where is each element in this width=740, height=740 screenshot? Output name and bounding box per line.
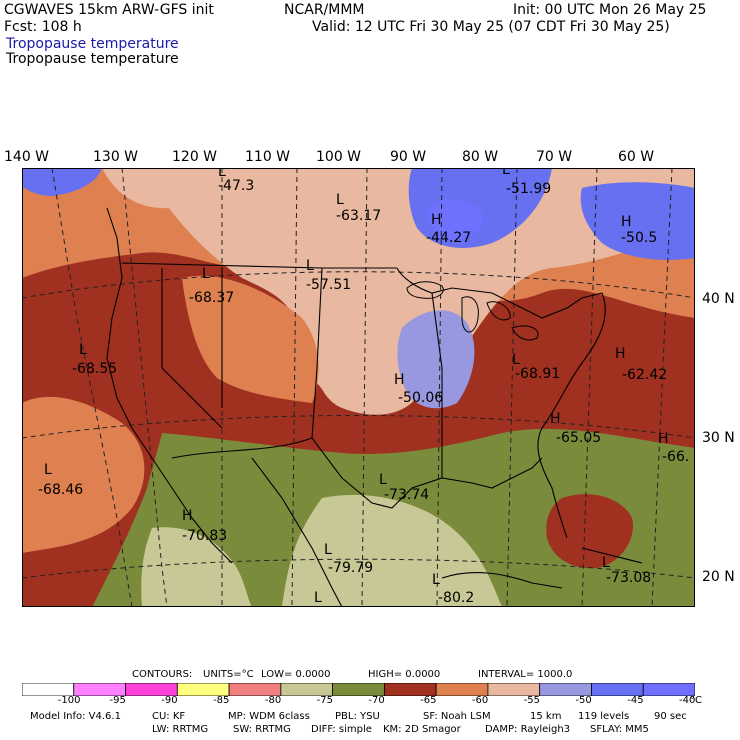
- extremum-value: -51.99: [506, 181, 551, 197]
- lon-label-70w: 70 W: [536, 149, 573, 165]
- extremum-value: -68.46: [38, 482, 83, 498]
- extremum-value: -63.17: [336, 208, 381, 224]
- footer-line2: LW: RRTMG SW: RRTMG DIFF: simple KM: 2D …: [0, 724, 740, 736]
- colorbar-tick-label: -60: [471, 695, 489, 706]
- svg-text:L: L: [218, 168, 226, 180]
- extremum-value: -68.55: [72, 361, 117, 377]
- colorbar-tick-label: -75: [316, 695, 333, 706]
- svg-text:H: H: [615, 346, 626, 362]
- lon-label-80w: 80 W: [462, 149, 499, 165]
- extremum-value: -50.5: [621, 230, 657, 246]
- diff-info: DIFF: simple: [311, 724, 372, 735]
- lat-label-20n: 20 N: [702, 569, 735, 585]
- lon-label-120w: 120 W: [172, 149, 218, 165]
- colorbar-tick-label: -55: [523, 695, 541, 706]
- field-title-blue: Tropopause temperature: [6, 36, 179, 52]
- svg-text:H: H: [621, 214, 632, 230]
- extremum-value: -65.05: [556, 430, 601, 446]
- colorbar-tick-label: -65: [420, 695, 437, 706]
- valid-time: Valid: 12 UTC Fri 30 May 25 (07 CDT Fri …: [312, 19, 670, 35]
- cu-info: CU: KF: [152, 711, 186, 722]
- tropopause-temperature-map: L -47.3 L -63.17 L -51.99 H -44.27 H -50.5 L-…: [21, 162, 696, 608]
- lon-label-90w: 90 W: [390, 149, 427, 165]
- svg-text:L: L: [44, 462, 52, 478]
- init-time: Init: 00 UTC Mon 26 May 25: [513, 2, 707, 18]
- svg-text:H: H: [394, 372, 405, 388]
- levels-info: 119 levels: [578, 711, 630, 722]
- svg-text:L: L: [314, 590, 322, 606]
- extremum-value: -44.27: [426, 230, 471, 246]
- center-name: NCAR/MMM: [284, 2, 365, 18]
- svg-text:L: L: [379, 472, 387, 488]
- model-title: CGWAVES 15km ARW-GFS init: [4, 2, 214, 18]
- km-info: KM: 2D Smagor: [383, 724, 461, 735]
- timestep-info: 90 sec: [654, 711, 687, 722]
- extremum-value: -66.: [662, 449, 689, 465]
- lon-label-110w: 110 W: [245, 149, 291, 165]
- sf-info: SF: Noah LSM: [423, 711, 491, 722]
- svg-text:L: L: [432, 572, 440, 588]
- interval-label: INTERVAL= 1000.0: [478, 669, 573, 680]
- footer-line1: Model Info: V4.6.1 CU: KF MP: WDM 6class…: [0, 711, 740, 723]
- lat-label-30n: 30 N: [702, 430, 735, 446]
- svg-text:L: L: [306, 258, 314, 274]
- resolution-info: 15 km: [530, 711, 562, 722]
- svg-text:L: L: [79, 342, 87, 358]
- units-label: UNITS=°C: [203, 669, 254, 680]
- extremum-value: -68.37: [189, 290, 234, 306]
- extremum-value: -73.08: [606, 570, 651, 586]
- colorbar-tick-label: -90: [161, 695, 178, 706]
- colorbar: [21, 681, 696, 697]
- svg-text:H: H: [431, 212, 442, 228]
- mp-info: MP: WDM 6class: [228, 711, 310, 722]
- svg-text:H: H: [658, 431, 669, 447]
- extremum-value: -50.06: [398, 390, 443, 406]
- low-label: LOW= 0.0000: [261, 669, 331, 680]
- field-title-black: Tropopause temperature: [6, 51, 179, 67]
- lon-label-100w: 100 W: [316, 149, 362, 165]
- svg-text:L: L: [512, 352, 520, 368]
- extremum-value: -68.91: [515, 366, 560, 382]
- colorbar-tick-label: -40: [679, 695, 696, 706]
- svg-text:L: L: [202, 266, 210, 282]
- contours-label: CONTOURS:: [132, 669, 193, 680]
- colorbar-tick-label: -45: [627, 695, 644, 706]
- colorbar-tick-label: -80: [264, 695, 282, 706]
- forecast-hour: Fcst: 108 h: [4, 19, 82, 35]
- svg-text:L: L: [502, 168, 510, 178]
- extremum-value: -73.74: [384, 487, 429, 503]
- extremum-value: -79.79: [328, 560, 373, 576]
- colorbar-labels: -100 -95 -90 -85 -80 -75 -70 -65 -60 -55 -50 -45 -40…: [22, 695, 712, 707]
- model-info: Model Info: V4.6.1: [30, 711, 121, 722]
- colorbar-tick-label: -95: [109, 695, 126, 706]
- colorbar-tick-label: -100: [57, 695, 81, 706]
- colorbar-tick-label: -70: [368, 695, 385, 706]
- lon-label-130w: 130 W: [93, 149, 139, 165]
- lw-info: LW: RRTMG: [152, 724, 209, 735]
- svg-text:H: H: [182, 508, 193, 524]
- svg-text:L: L: [602, 555, 610, 571]
- svg-text:H: H: [550, 411, 561, 427]
- svg-text:L: L: [324, 542, 332, 558]
- sflay-info: SFLAY: MM5: [590, 724, 649, 735]
- pbl-info: PBL: YSU: [335, 711, 380, 722]
- extremum-value: -70.83: [182, 528, 227, 544]
- sw-info: SW: RRTMG: [233, 724, 291, 735]
- colorbar-tick-label: -85: [213, 695, 230, 706]
- lon-label-60w: 60 W: [618, 149, 655, 165]
- damp-info: DAMP: Rayleigh3: [485, 724, 571, 735]
- colorbar-unit: °C: [690, 695, 702, 706]
- extremum-value: -47.3: [218, 178, 254, 194]
- high-label: HIGH= 0.0000: [368, 669, 441, 680]
- extremum-value: -62.42: [622, 367, 667, 383]
- colorbar-tick-label: -50: [575, 695, 592, 706]
- lon-label-140w: 140 W: [4, 149, 50, 165]
- svg-text:L: L: [336, 192, 344, 208]
- extremum-value: -80.2: [438, 590, 474, 606]
- extremum-value: -57.51: [306, 277, 351, 293]
- lat-label-40n: 40 N: [702, 291, 735, 307]
